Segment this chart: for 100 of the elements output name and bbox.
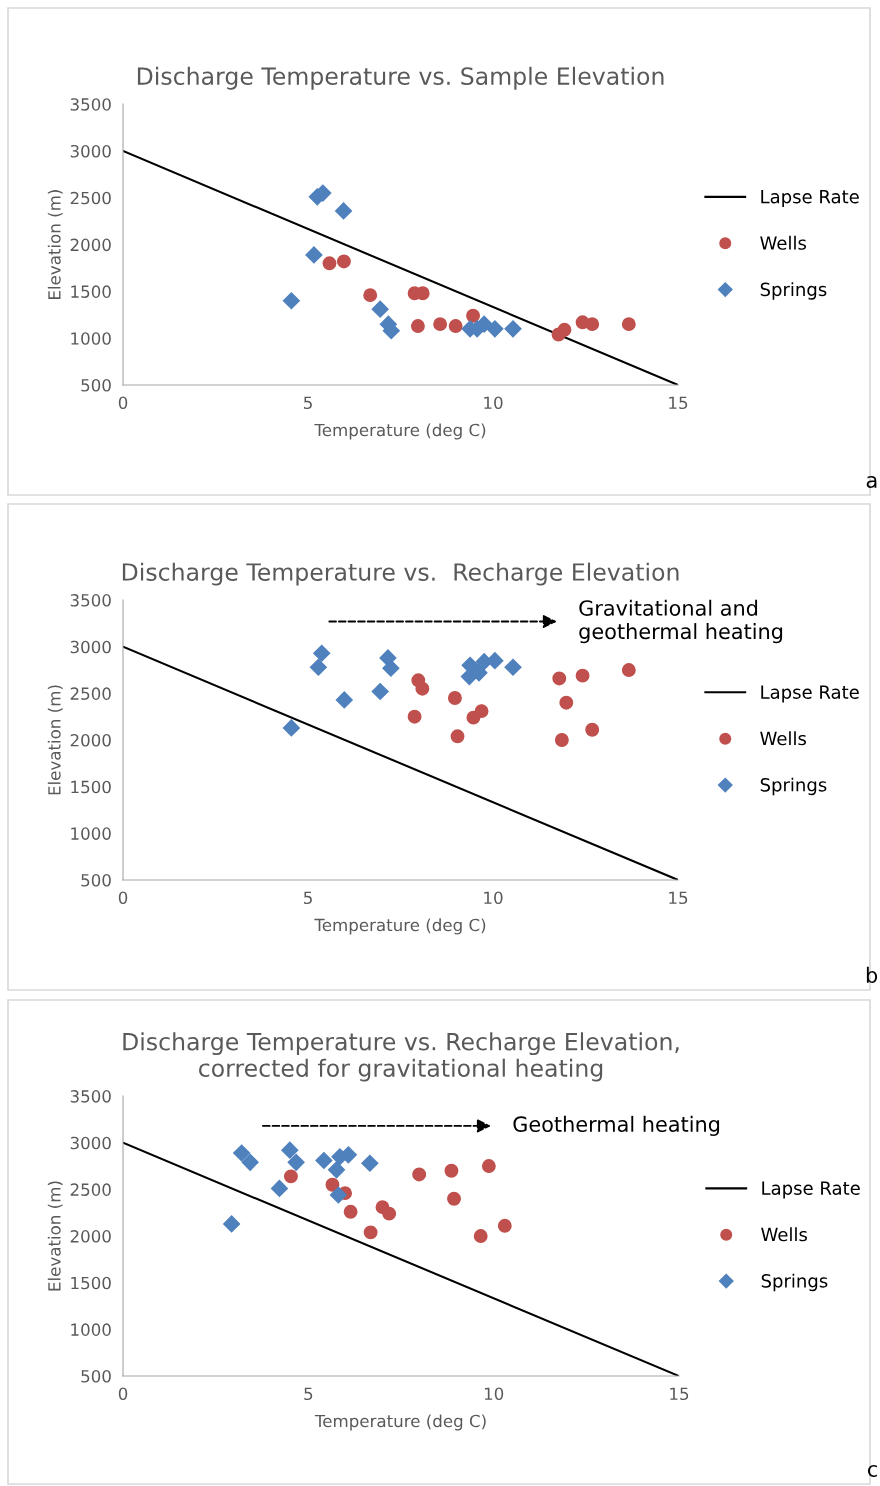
point bbox=[363, 1225, 378, 1240]
point bbox=[474, 704, 489, 719]
point bbox=[481, 1159, 496, 1174]
point bbox=[283, 1169, 298, 1184]
point bbox=[371, 682, 389, 701]
point bbox=[444, 1163, 459, 1178]
y-tick-label: 3500 bbox=[70, 98, 111, 111]
point bbox=[448, 319, 463, 333]
point bbox=[415, 681, 430, 696]
point bbox=[281, 1141, 299, 1159]
point bbox=[233, 1144, 251, 1162]
point bbox=[322, 256, 337, 271]
text: a bbox=[866, 476, 877, 488]
point bbox=[447, 1191, 461, 1206]
y-tick-label: 2000 bbox=[70, 1230, 111, 1243]
point bbox=[309, 658, 327, 676]
point bbox=[450, 729, 465, 744]
y-tick-label: 1000 bbox=[71, 1323, 111, 1336]
point bbox=[621, 317, 636, 332]
point bbox=[466, 308, 480, 323]
point bbox=[585, 317, 600, 332]
y-tick-label: 500 bbox=[81, 1370, 111, 1383]
x-axis-title: Temperature (deg C) bbox=[314, 1414, 486, 1431]
y-tick-label: 3500 bbox=[70, 594, 111, 607]
legend-label: Wells bbox=[760, 235, 807, 250]
y-tick-label: 3000 bbox=[70, 640, 111, 654]
chart-title: Discharge Temperature vs. Sample Elevation bbox=[137, 66, 664, 90]
legend-label: Lapse Rate bbox=[761, 685, 859, 703]
point bbox=[335, 691, 353, 709]
annotation: Geothermal heating bbox=[513, 1115, 720, 1137]
text: b bbox=[866, 966, 878, 983]
point bbox=[343, 1204, 358, 1219]
y-tick-label: 1000 bbox=[71, 827, 111, 840]
legend-label: Springs bbox=[761, 1273, 828, 1292]
legend-label: Lapse Rate bbox=[761, 190, 859, 207]
point bbox=[325, 1177, 340, 1192]
legend-label: Springs bbox=[760, 282, 827, 300]
y-tick-label: 500 bbox=[81, 378, 111, 392]
x-tick-label: 10 bbox=[484, 1387, 504, 1401]
point bbox=[486, 320, 504, 338]
x-tick-label: 5 bbox=[304, 396, 312, 410]
y-tick-label: 1500 bbox=[71, 780, 111, 794]
x-tick-label: 10 bbox=[484, 891, 503, 905]
y-tick-label: 3500 bbox=[70, 1090, 111, 1103]
point bbox=[504, 320, 522, 338]
y-tick-label: 2000 bbox=[70, 238, 111, 252]
point bbox=[497, 1218, 512, 1233]
point bbox=[287, 1153, 305, 1171]
point bbox=[327, 1161, 346, 1179]
point bbox=[504, 658, 522, 676]
point bbox=[407, 709, 422, 724]
point bbox=[552, 671, 567, 686]
point bbox=[575, 668, 590, 683]
point bbox=[585, 722, 600, 737]
point bbox=[336, 254, 351, 269]
chart-title: Discharge Temperature vs. Recharge Elevation, corrected for gravitational heating bbox=[123, 1032, 679, 1082]
legend-label: Springs bbox=[760, 777, 827, 796]
point bbox=[433, 317, 448, 332]
y-tick-label: 2000 bbox=[70, 733, 111, 747]
y-tick-label: 2500 bbox=[70, 191, 111, 205]
point bbox=[363, 288, 378, 303]
x-tick-label: 15 bbox=[669, 891, 688, 905]
y-tick-label: 1500 bbox=[71, 285, 111, 298]
point bbox=[382, 659, 400, 677]
point bbox=[313, 644, 331, 662]
point bbox=[270, 1179, 288, 1198]
point bbox=[282, 719, 300, 737]
point bbox=[223, 1215, 241, 1233]
x-tick-label: 0 bbox=[118, 1387, 128, 1401]
point bbox=[557, 322, 572, 337]
point bbox=[315, 1151, 333, 1170]
y-axis-title: Elevation (m) bbox=[47, 190, 63, 299]
point bbox=[410, 319, 425, 333]
legend-label: Wells bbox=[761, 1227, 807, 1242]
y-tick-label: 500 bbox=[81, 873, 111, 887]
y-tick-label: 3000 bbox=[70, 144, 111, 158]
y-tick-label: 2500 bbox=[70, 1183, 111, 1196]
y-axis-title: Elevation (m) bbox=[47, 1181, 63, 1291]
y-tick-label: 1000 bbox=[71, 332, 111, 345]
point bbox=[621, 663, 636, 677]
x-tick-label: 15 bbox=[669, 396, 688, 410]
chart-title: Discharge Temperature vs. Recharge Elevation bbox=[122, 562, 679, 586]
text: c bbox=[867, 1465, 877, 1477]
point bbox=[473, 1229, 488, 1243]
y-tick-label: 3000 bbox=[70, 1136, 111, 1150]
point bbox=[361, 1154, 379, 1172]
point bbox=[282, 292, 300, 310]
x-axis-title: Temperature (deg C) bbox=[314, 918, 486, 935]
point bbox=[382, 1206, 397, 1221]
y-tick-label: 2500 bbox=[70, 687, 111, 700]
point bbox=[371, 300, 389, 318]
point bbox=[329, 1186, 347, 1204]
x-axis-title: Temperature (deg C) bbox=[314, 423, 486, 440]
point bbox=[447, 691, 462, 705]
x-tick-label: 0 bbox=[118, 891, 128, 905]
point bbox=[559, 695, 574, 710]
x-tick-label: 5 bbox=[304, 891, 312, 905]
point bbox=[334, 202, 353, 220]
point bbox=[305, 246, 323, 264]
y-axis-title: Elevation (m) bbox=[47, 685, 63, 795]
